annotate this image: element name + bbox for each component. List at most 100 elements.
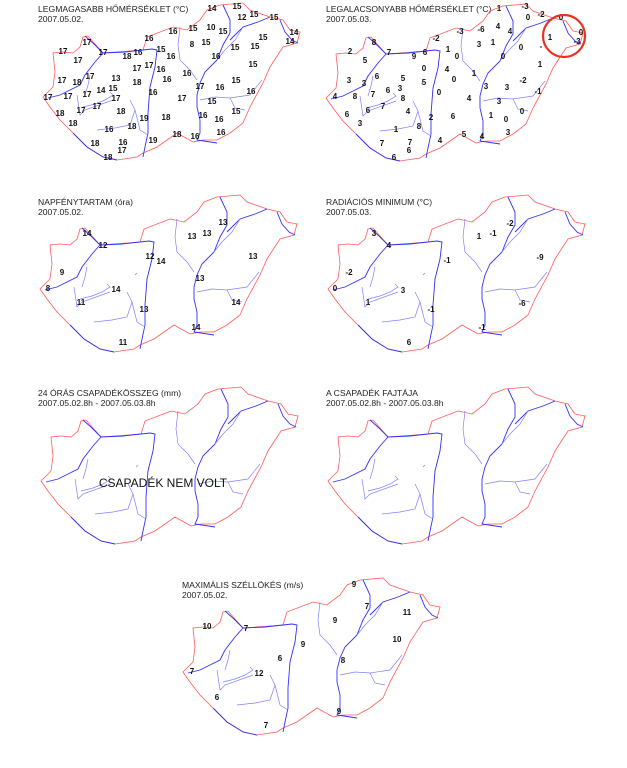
station-value-label: -2 [519,76,527,85]
station-value-label: 0 [333,284,338,293]
station-value-label: 14 [192,323,201,332]
panel-title: RADIÁCIÓS MINIMUM (°C) [326,197,432,207]
station-value-label: 4 [445,65,450,74]
station-value-label: 16 [145,34,154,43]
station-value-label: 0 [501,52,506,61]
station-value-label: 9 [412,52,417,61]
station-value-label: 9 [352,580,357,589]
station-value-label: 10 [393,635,402,644]
hungary-map-outline [327,386,586,545]
station-value-label: 8 [372,38,377,47]
station-value-label: 16 [216,83,225,92]
station-value-label: 18 [162,113,171,122]
station-value-label: - [540,42,543,51]
station-value-label: 7 [371,90,376,99]
station-value-label: 12 [238,13,247,22]
station-value-label: 0 [437,88,442,97]
station-value-label: 16 [215,115,224,124]
map-panel-precipitation-total: 24 ÓRÁS CSAPADÉKÖSSZEG (mm) 2007.05.02.8… [38,386,299,545]
station-value-label: 13 [188,232,197,241]
station-value-label: -6 [477,25,485,34]
station-value-label: 15 [157,45,166,54]
station-value-label: 3 [358,119,363,128]
map-panel-max-wind-gust: MAXIMÁLIS SZÉLLÖKÉS (m/s) 2007.05.02. 9 7… [182,577,441,736]
station-value-label: 0 [519,43,524,52]
station-value-label: 2 [429,113,434,122]
station-value-label: 16 [105,125,114,134]
station-value-label: 6 [345,110,350,119]
highlight-circle [541,13,587,59]
panel-title: A CSAPADÉK FAJTÁJA [326,388,418,398]
station-value-label: 17 [64,92,73,101]
station-value-label: 16 [247,87,256,96]
station-value-label: 15 [109,84,118,93]
station-value-label: 17 [83,90,92,99]
station-value-label: 6 [451,112,456,121]
station-value-label: 17 [86,72,95,81]
station-value-label: 4 [467,94,472,103]
station-value-label: 4 [387,241,392,250]
station-value-label: 7 [190,667,195,676]
station-value-label: 15 [251,42,260,51]
station-value-label: 3 [477,40,482,49]
panel-title: NAPFÉNYTARTAM (óra) [38,197,133,207]
station-value-label: 5 [462,130,467,139]
station-value-label: 7 [387,48,392,57]
station-value-label: 3 [347,76,352,85]
station-value-label: 1 [538,60,543,69]
station-value-label: 16 [217,128,226,137]
station-value-label: -3 [521,2,529,11]
station-value-label: 4 [480,132,485,141]
station-value-label: 6 [407,338,412,347]
station-value-label: 6 [407,146,412,155]
station-value-label: 14 [286,37,295,46]
station-value-label: 15 [219,27,228,36]
panel-date: 2007.05.02. [182,590,227,600]
station-value-label: 8 [401,94,406,103]
station-value-label: -2 [506,219,514,228]
station-value-label: 8 [417,122,422,131]
station-value-label: 5 [401,74,406,83]
station-value-label: 15 [208,97,217,106]
station-value-label: 3 [497,97,502,106]
station-value-label: 18 [91,139,100,148]
station-value-label: 3 [505,83,510,92]
station-value-label: 15 [232,107,241,116]
map-panel-precipitation-type: A CSAPADÉK FAJTÁJA 2007.05.02.8h - 2007.… [326,386,586,545]
station-value-label: 6 [423,48,428,57]
station-value-label: 5 [422,78,427,87]
station-value-label: 17 [178,94,187,103]
station-value-label: 3 [372,229,377,238]
station-value-label: 0 [422,64,427,73]
station-value-label: 16 [199,111,208,120]
station-value-label: 6 [215,693,220,702]
station-value-label: 7 [380,139,385,148]
station-value-label: 16 [157,65,166,74]
station-value-label: 13 [196,274,205,283]
station-value-label: 13 [112,74,121,83]
station-value-label: 9 [333,616,338,625]
panel-title: LEGALACSONYABB HŐMÉRSÉKLET (°C) [326,4,492,14]
station-value-label: -1 [478,323,486,332]
station-value-label: 18 [128,122,137,131]
station-value-label: 12 [146,252,155,261]
station-value-label: 8 [353,92,358,101]
station-value-label: 12 [99,241,108,250]
no-precipitation-note: CSAPADÉK NEM VOLT [99,475,228,490]
station-value-label: 17 [145,61,154,70]
station-value-label: 1 [394,125,399,134]
station-value-label: 14 [290,28,299,37]
station-value-label: 9 [301,640,306,649]
station-value-label: 17 [196,82,205,91]
station-value-label: 19 [149,136,158,145]
hungary-map-outline [39,194,298,353]
station-value-label: 16 [191,132,200,141]
station-value-label: 3 [484,82,489,91]
station-value-label: 2 [348,47,353,56]
station-value-label: 1 [491,38,496,47]
station-value-label: 16 [183,69,192,78]
station-value-label: -1 [427,305,435,314]
station-value-label: 4 [406,107,411,116]
station-value-label: 15 [259,33,268,42]
station-value-label: 3 [398,84,403,93]
